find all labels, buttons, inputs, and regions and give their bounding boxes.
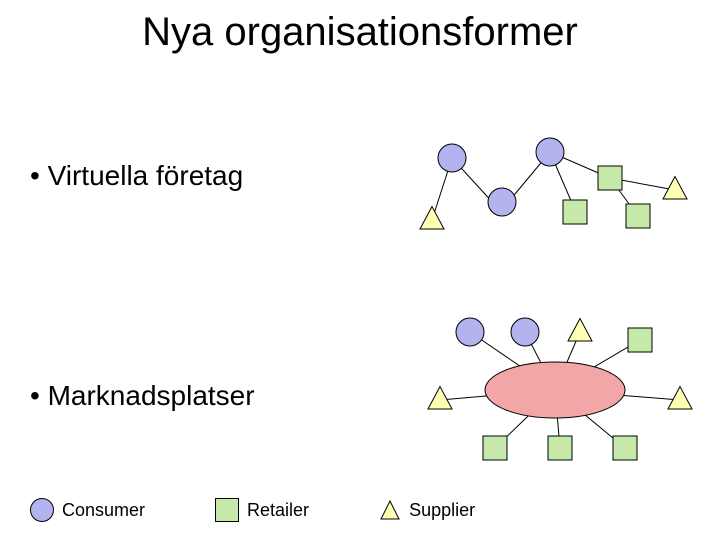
slide: Nya organisationsformer • Virtuella före… (0, 0, 720, 540)
supplier-icon (379, 499, 401, 521)
legend-retailer-label: Retailer (247, 500, 309, 521)
legend: Consumer Retailer Supplier (30, 498, 475, 522)
diagram-virtuella (410, 130, 700, 270)
legend-supplier: Supplier (379, 499, 475, 521)
legend-consumer-label: Consumer (62, 500, 145, 521)
consumer-icon (30, 498, 54, 522)
legend-supplier-label: Supplier (409, 500, 475, 521)
slide-title: Nya organisationsformer (0, 10, 720, 55)
bullet-virtuella: • Virtuella företag (30, 160, 243, 192)
legend-consumer: Consumer (30, 498, 145, 522)
bullet-marknadsplatser: • Marknadsplatser (30, 380, 255, 412)
retailer-icon (215, 498, 239, 522)
diagram-marknadsplatser (410, 310, 700, 470)
legend-retailer: Retailer (215, 498, 309, 522)
